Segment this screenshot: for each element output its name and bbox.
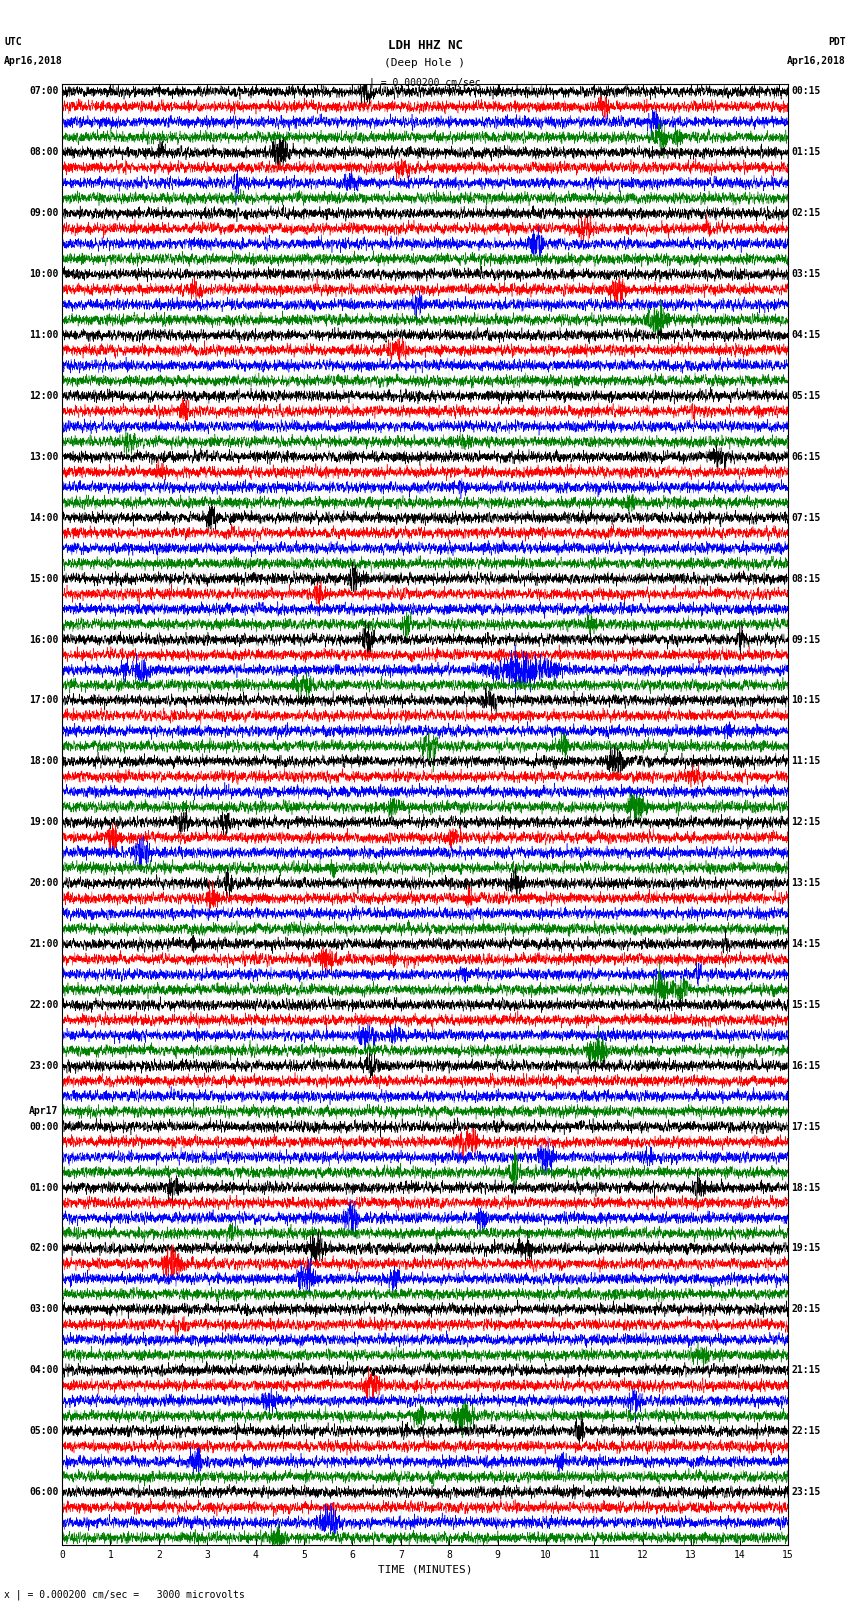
Text: 19:00: 19:00 xyxy=(29,818,59,827)
Text: 04:15: 04:15 xyxy=(791,331,821,340)
Text: 12:15: 12:15 xyxy=(791,818,821,827)
Text: 09:00: 09:00 xyxy=(29,208,59,218)
Text: 13:15: 13:15 xyxy=(791,877,821,889)
Text: 21:15: 21:15 xyxy=(791,1365,821,1376)
Text: 13:00: 13:00 xyxy=(29,452,59,461)
Text: 17:15: 17:15 xyxy=(791,1121,821,1132)
Text: 02:15: 02:15 xyxy=(791,208,821,218)
Text: 21:00: 21:00 xyxy=(29,939,59,948)
Text: 12:00: 12:00 xyxy=(29,390,59,402)
Text: 03:00: 03:00 xyxy=(29,1305,59,1315)
Text: 20:15: 20:15 xyxy=(791,1305,821,1315)
Text: 07:00: 07:00 xyxy=(29,87,59,97)
Text: 14:15: 14:15 xyxy=(791,939,821,948)
Text: 15:15: 15:15 xyxy=(791,1000,821,1010)
Text: 20:00: 20:00 xyxy=(29,877,59,889)
Text: 04:00: 04:00 xyxy=(29,1365,59,1376)
Text: 08:15: 08:15 xyxy=(791,574,821,584)
Text: 05:15: 05:15 xyxy=(791,390,821,402)
Text: 09:15: 09:15 xyxy=(791,634,821,645)
Text: 17:00: 17:00 xyxy=(29,695,59,705)
Text: 19:15: 19:15 xyxy=(791,1244,821,1253)
Text: 23:15: 23:15 xyxy=(791,1487,821,1497)
Text: 11:00: 11:00 xyxy=(29,331,59,340)
Text: | = 0.000200 cm/sec: | = 0.000200 cm/sec xyxy=(369,77,481,89)
Text: 10:00: 10:00 xyxy=(29,269,59,279)
Text: 16:00: 16:00 xyxy=(29,634,59,645)
X-axis label: TIME (MINUTES): TIME (MINUTES) xyxy=(377,1565,473,1574)
Text: 22:00: 22:00 xyxy=(29,1000,59,1010)
Text: 22:15: 22:15 xyxy=(791,1426,821,1436)
Text: 07:15: 07:15 xyxy=(791,513,821,523)
Text: 11:15: 11:15 xyxy=(791,756,821,766)
Text: 10:15: 10:15 xyxy=(791,695,821,705)
Text: 00:00: 00:00 xyxy=(29,1121,59,1132)
Text: 05:00: 05:00 xyxy=(29,1426,59,1436)
Text: UTC: UTC xyxy=(4,37,22,47)
Text: 01:15: 01:15 xyxy=(791,147,821,158)
Text: 14:00: 14:00 xyxy=(29,513,59,523)
Text: PDT: PDT xyxy=(828,37,846,47)
Text: Apr16,2018: Apr16,2018 xyxy=(787,56,846,66)
Text: 01:00: 01:00 xyxy=(29,1182,59,1192)
Text: 18:00: 18:00 xyxy=(29,756,59,766)
Text: Apr17: Apr17 xyxy=(29,1107,59,1116)
Text: 03:15: 03:15 xyxy=(791,269,821,279)
Text: 00:15: 00:15 xyxy=(791,87,821,97)
Text: 23:00: 23:00 xyxy=(29,1061,59,1071)
Text: 02:00: 02:00 xyxy=(29,1244,59,1253)
Text: 06:00: 06:00 xyxy=(29,1487,59,1497)
Text: LDH HHZ NC: LDH HHZ NC xyxy=(388,39,462,52)
Text: 06:15: 06:15 xyxy=(791,452,821,461)
Text: 16:15: 16:15 xyxy=(791,1061,821,1071)
Text: 08:00: 08:00 xyxy=(29,147,59,158)
Text: x | = 0.000200 cm/sec =   3000 microvolts: x | = 0.000200 cm/sec = 3000 microvolts xyxy=(4,1589,245,1600)
Text: Apr16,2018: Apr16,2018 xyxy=(4,56,63,66)
Text: 15:00: 15:00 xyxy=(29,574,59,584)
Text: 18:15: 18:15 xyxy=(791,1182,821,1192)
Text: (Deep Hole ): (Deep Hole ) xyxy=(384,58,466,68)
